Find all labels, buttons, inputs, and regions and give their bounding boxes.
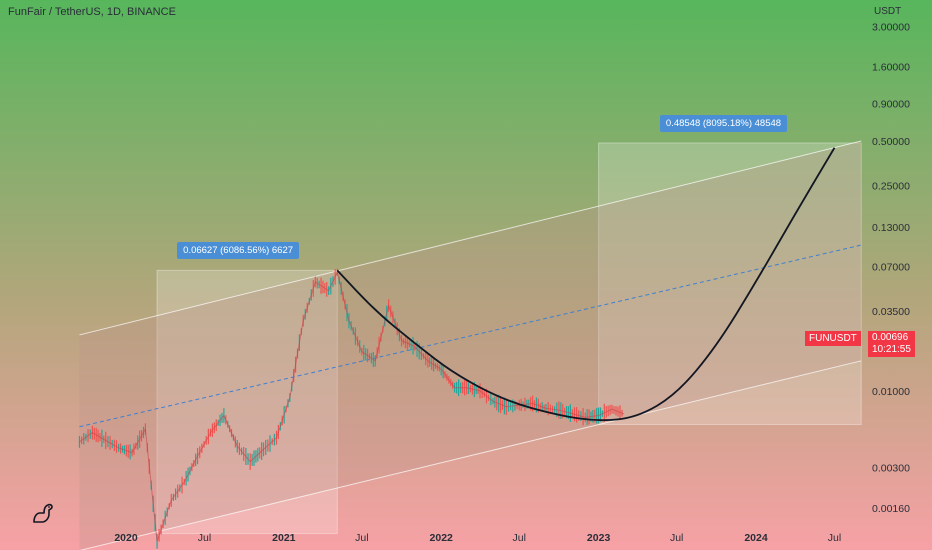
y-tick-label: 0.13000 xyxy=(872,222,910,234)
y-tick-label: 0.25000 xyxy=(872,180,910,192)
y-tick-label: 0.00160 xyxy=(872,503,910,515)
channel-median-line xyxy=(79,244,862,428)
x-tick-label: Jul xyxy=(355,532,368,544)
y-axis-label: USDT xyxy=(874,6,902,17)
x-tick-label: Jul xyxy=(198,532,211,544)
x-tick-label: 2022 xyxy=(430,532,454,544)
x-tick-label: 2024 xyxy=(744,532,768,544)
measure-label-1[interactable]: 0.06627 (6086.56%) 6627 xyxy=(177,242,300,260)
measure-box-1 xyxy=(156,269,338,535)
channel-lower-line xyxy=(79,360,862,550)
x-tick-label: 2021 xyxy=(272,532,296,544)
y-tick-label: 0.03500 xyxy=(872,306,910,318)
measure-box-2 xyxy=(598,142,862,426)
y-tick-label: 0.50000 xyxy=(872,136,910,148)
chart-title: FunFair / TetherUS, 1D, BINANCE xyxy=(8,6,176,18)
measure-label-2[interactable]: 0.48548 (8095.18%) 48548 xyxy=(659,114,788,132)
channel-fill xyxy=(79,141,862,550)
tradingview-logo-icon[interactable] xyxy=(30,500,56,526)
x-tick-label: Jul xyxy=(670,532,683,544)
x-tick-label: 2020 xyxy=(114,532,138,544)
x-tick-label: Jul xyxy=(828,532,841,544)
last-price-value: 0.00696 xyxy=(872,332,909,343)
cup-projection-curve xyxy=(336,147,836,422)
symbol-price-tag: FUNUSDT xyxy=(805,331,861,346)
price-series-line xyxy=(79,270,625,542)
channel-upper-line xyxy=(79,140,862,336)
y-tick-label: 0.07000 xyxy=(872,262,910,274)
x-tick-label: Jul xyxy=(513,532,526,544)
y-tick-label: 0.01000 xyxy=(872,386,910,398)
x-tick-label: 2023 xyxy=(587,532,611,544)
last-price-box: 0.00696 10:21:55 xyxy=(868,331,915,357)
y-tick-label: 1.60000 xyxy=(872,62,910,74)
y-tick-label: 0.00300 xyxy=(872,463,910,475)
y-tick-label: 0.90000 xyxy=(872,98,910,110)
bar-countdown: 10:21:55 xyxy=(872,344,911,355)
y-tick-label: 3.00000 xyxy=(872,22,910,34)
